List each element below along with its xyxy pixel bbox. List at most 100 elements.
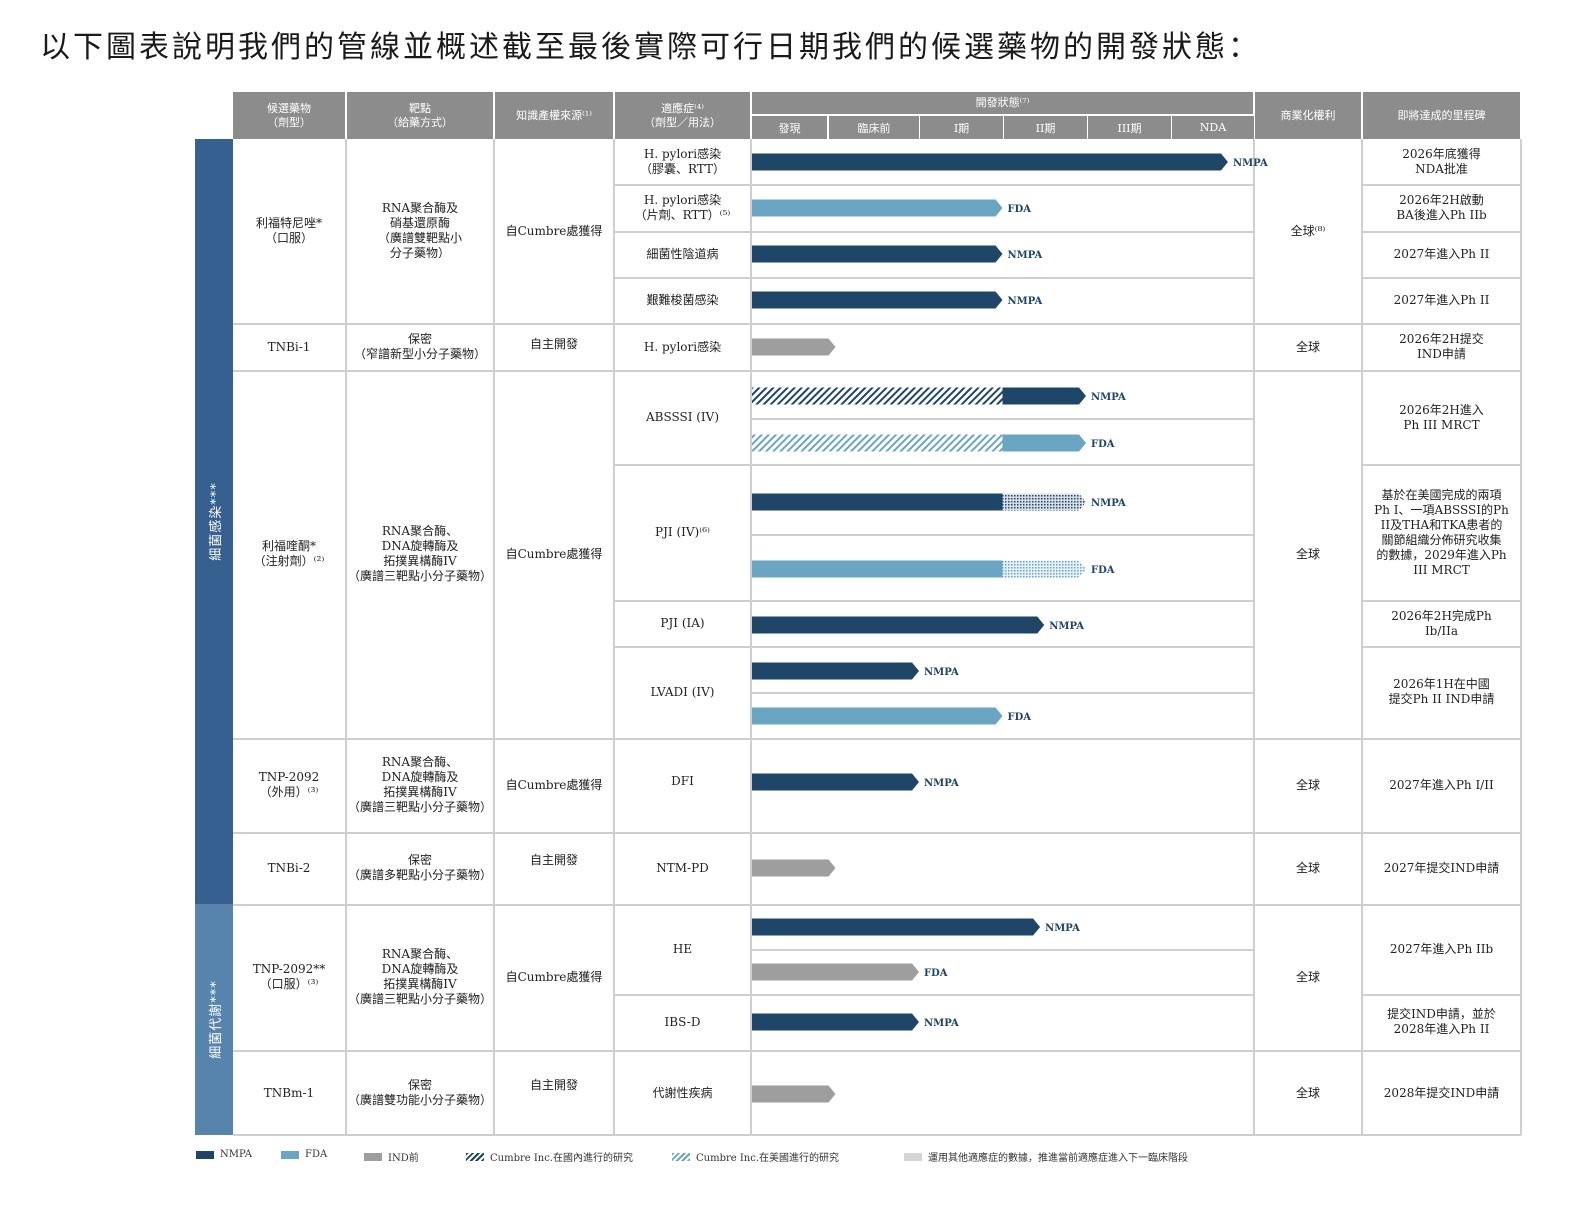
bar-dotted-segment bbox=[1002, 493, 1086, 511]
legend-swatch-pre-ind bbox=[364, 1152, 382, 1161]
grid-line bbox=[233, 738, 1521, 740]
header-target: 靶點 （給藥方式） bbox=[347, 92, 493, 139]
stage-phase2: II期 bbox=[1003, 116, 1087, 139]
bar-label: NMPA bbox=[1045, 923, 1080, 934]
candidate-target: 保密 （廣譜多靶點小分子藥物） bbox=[347, 853, 492, 882]
legend-label: FDA bbox=[305, 1149, 328, 1160]
grid-line bbox=[615, 464, 1253, 466]
bar-label: FDA bbox=[924, 968, 948, 979]
header-commercial: 商業化權利 bbox=[1255, 92, 1361, 139]
grid-line bbox=[233, 904, 1521, 906]
header-ip-source: 知識產權來源⁽¹⁾ bbox=[495, 92, 613, 139]
commercial-rights: 全球 bbox=[1295, 860, 1320, 875]
indication: NTM-PD bbox=[656, 860, 709, 875]
stage-phase3: III期 bbox=[1087, 116, 1171, 139]
candidate-target: RNA聚合酶及 硝基還原酶 （廣譜雙靶點小 分子藥物） bbox=[377, 201, 462, 260]
commercial-rights: 全球 bbox=[1295, 546, 1320, 561]
commercial-rights: 全球 bbox=[1295, 339, 1320, 354]
bar-dotted-segment bbox=[1002, 560, 1086, 578]
grid-line bbox=[615, 184, 1253, 186]
bar-label: FDA bbox=[1008, 204, 1032, 215]
grid-line bbox=[1363, 600, 1521, 602]
indication: H. pylori感染 （膠囊、RTT） bbox=[639, 146, 726, 176]
header-dev-status: 開發狀態⁽⁷⁾ bbox=[752, 92, 1253, 114]
bar-nmpa bbox=[752, 616, 1045, 634]
indication: 細菌性陰道病 bbox=[646, 247, 719, 261]
page-title: 以下圖表說明我們的管線並概述截至最後實際可行日期我們的候選藥物的開發狀態： bbox=[40, 30, 1261, 65]
legend-label: Cumbre Inc.在國內進行的研究 bbox=[490, 1153, 634, 1164]
legend-label: IND前 bbox=[388, 1153, 419, 1164]
bar-label: NMPA bbox=[1091, 498, 1126, 509]
candidate-name: TNBm-1 bbox=[263, 1085, 315, 1100]
indication: ABSSSI (IV) bbox=[645, 410, 720, 424]
milestone: 2026年1H在中國 提交Ph II IND申請 bbox=[1388, 677, 1495, 706]
indication: H. pylori感染 （片劑、RTT）⁽⁵⁾ bbox=[634, 192, 731, 222]
candidate-name: TNP-2092 （外用）⁽³⁾ bbox=[258, 770, 320, 799]
milestone: 2026年2H進入 Ph III MRCT bbox=[1399, 402, 1484, 432]
candidate-target: 保密 （窄譜新型小分子藥物） bbox=[353, 332, 486, 361]
candidate-ip-source: 自Cumbre處獲得 bbox=[505, 777, 603, 792]
grid-line bbox=[233, 1050, 1521, 1052]
grid-line bbox=[1363, 646, 1521, 648]
indication: 代謝性疾病 bbox=[652, 1085, 713, 1100]
indication: DFI bbox=[671, 773, 694, 788]
indication: IBS-D bbox=[664, 1014, 701, 1029]
grid-line bbox=[233, 832, 1521, 834]
legend-item-fda: FDA bbox=[281, 1149, 327, 1160]
legend-swatch-fda bbox=[281, 1150, 299, 1159]
bar-label: FDA bbox=[1091, 439, 1115, 450]
candidate-name: TNBi-1 bbox=[267, 339, 311, 354]
candidate-target: RNA聚合酶、 DNA旋轉酶及 拓撲異構酶IV （廣譜三靶點小分子藥物） bbox=[347, 947, 492, 1006]
legend-item-cumbre-us: Cumbre Inc.在美國進行的研究 bbox=[672, 1149, 839, 1164]
bar-hatched-segment bbox=[752, 434, 1003, 452]
bar-fda bbox=[752, 707, 1003, 725]
bar-label: NMPA bbox=[1008, 250, 1043, 261]
bar-label: FDA bbox=[1091, 565, 1115, 576]
bar-label: NMPA bbox=[1049, 621, 1084, 632]
header-milestone: 即將達成的里程碑 bbox=[1363, 92, 1520, 139]
grid-line bbox=[615, 646, 1253, 648]
grid-line bbox=[1363, 184, 1521, 186]
indication: HE bbox=[672, 941, 693, 956]
legend-item-cumbre-domestic: Cumbre Inc.在國內進行的研究 bbox=[466, 1149, 633, 1164]
milestone: 2027年進入Ph I/II bbox=[1389, 777, 1494, 792]
stage-nda: NDA bbox=[1171, 116, 1254, 139]
grid-line bbox=[1520, 139, 1522, 1135]
bar-label: FDA bbox=[1008, 712, 1032, 723]
legend-item-nmpa: NMPA bbox=[196, 1149, 252, 1160]
candidate-name: TNBi-2 bbox=[267, 860, 311, 875]
candidate-name: 利福特尼唑* （口服） bbox=[255, 216, 322, 245]
bar-nmpa bbox=[752, 1013, 919, 1031]
candidate-name: TNP-2092** （口服）⁽³⁾ bbox=[252, 962, 326, 991]
legend-label: Cumbre Inc.在美國進行的研究 bbox=[696, 1153, 840, 1164]
milestone: 提交IND申請，並於 2028年進入Ph II bbox=[1387, 1007, 1496, 1036]
bar-hatched-segment bbox=[752, 387, 1003, 405]
bar-solid-segment bbox=[752, 560, 1003, 578]
grid-line bbox=[1363, 994, 1521, 996]
bar-nmpa bbox=[752, 153, 1228, 171]
milestone: 2026年底獲得 NDA批准 bbox=[1402, 146, 1481, 176]
legend-swatch-hatch-fda bbox=[672, 1152, 690, 1161]
candidate-name: 利福喹酮* （注射劑）⁽²⁾ bbox=[253, 539, 325, 568]
bar-nmpa bbox=[752, 662, 919, 680]
milestone: 2027年進入Ph II bbox=[1393, 293, 1490, 307]
side-label-bacterial-metabolism: 細菌代謝*** bbox=[195, 904, 233, 1135]
commercial-rights: 全球 bbox=[1295, 969, 1320, 984]
legend-item-other: 運用其他適應症的數據，推進當前適應症進入下一臨床階段 bbox=[904, 1149, 1188, 1164]
indication: H. pylori感染 bbox=[643, 339, 722, 354]
milestone: 2027年提交IND申請 bbox=[1383, 860, 1500, 875]
grid-line bbox=[615, 277, 1253, 279]
bar-label: NMPA bbox=[1008, 296, 1043, 307]
side-label-text: 細菌感染*** bbox=[208, 482, 224, 561]
milestone: 基於在美國完成的兩項 Ph I、一項ABSSSI的Ph II及THA和TKA患者… bbox=[1374, 487, 1509, 577]
grid-line bbox=[752, 949, 1253, 951]
bar-label: NMPA bbox=[924, 667, 959, 678]
grid-line bbox=[1363, 464, 1521, 466]
grid-line bbox=[615, 994, 1253, 996]
bar-label: NMPA bbox=[924, 778, 959, 789]
side-label-text: 細菌代謝*** bbox=[208, 980, 224, 1059]
grid-line bbox=[1363, 277, 1521, 279]
bar-fda bbox=[752, 199, 1003, 217]
grid-line bbox=[233, 370, 1521, 372]
bar-label: NMPA bbox=[1091, 392, 1126, 403]
